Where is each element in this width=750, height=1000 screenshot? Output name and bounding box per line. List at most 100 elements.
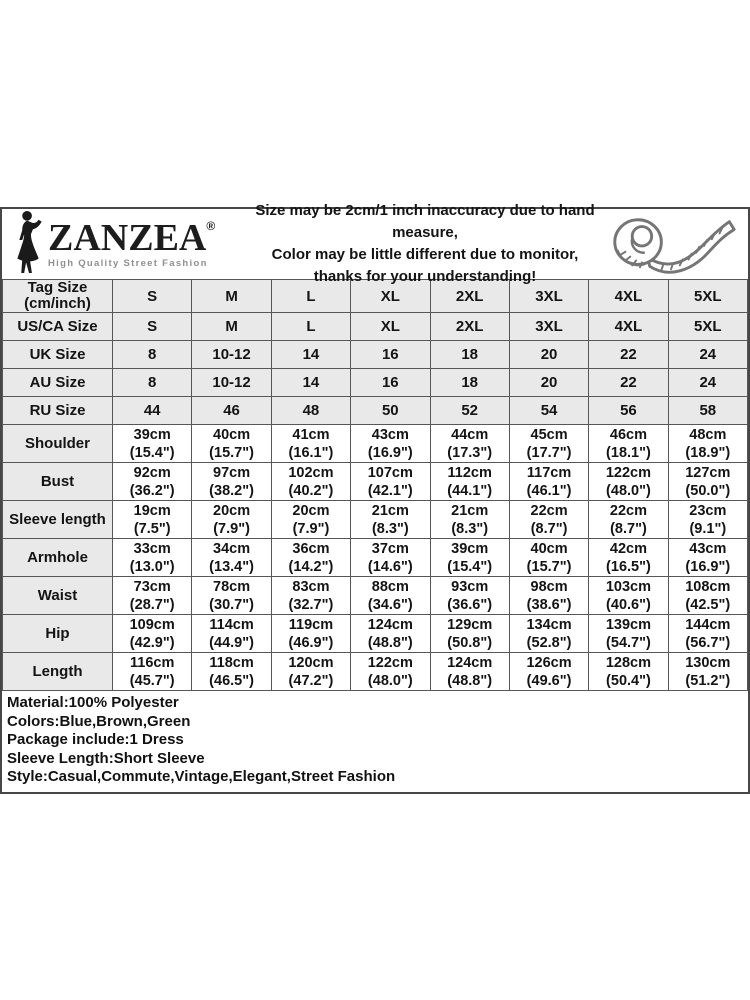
size-cell: 10-12 [191,368,272,397]
measurement-row: Length 116cm (45.7") 118cm (46.5") 120cm (47.2… [2,652,749,691]
measurement-cell: 42cm (16.5") [588,538,669,577]
size-cell: 24 [667,340,749,369]
measurement-cm: 126cm [526,654,572,671]
measurement-cell: 21cm (8.3") [350,500,431,539]
measurement-cm: 73cm [133,578,171,595]
size-system-row: Tag Size (cm/inch) S M L XL 2XL 3XL 4XL 5XL [2,279,749,313]
measurement-inch: (15.7") [526,558,572,575]
measurement-cell: 109cm (42.9") [111,614,193,653]
size-cell: 46 [191,396,272,425]
measurement-cm: 120cm [288,654,334,671]
measurement-inch: (50.0") [685,482,731,499]
size-cell: 4XL [588,279,669,313]
measurement-cm: 122cm [605,464,652,481]
row-label: Shoulder [2,424,113,463]
measurement-cell: 73cm (28.7") [111,576,193,615]
measurement-cell: 39cm (15.4") [429,538,510,577]
size-cell: S [111,312,193,341]
measurement-cell: 46cm (18.1") [588,424,669,463]
measurement-cell: 124cm (48.8") [429,652,510,691]
size-chart-table: Tag Size (cm/inch) S M L XL 2XL 3XL 4XL 5XL US/CA … [2,279,749,691]
measurement-cm: 40cm [530,540,568,557]
measurement-cm: 97cm [213,464,251,481]
measurement-inch: (56.7") [685,634,731,651]
disclaimer-line-2: Color may be little different due to mon… [271,246,579,263]
brand-logo: ZANZEA® High Quality Street Fashion [2,210,252,279]
measurement-cell: 103cm (40.6") [588,576,669,615]
measurement-cell: 40cm (15.7") [508,538,590,577]
measurement-cell: 124cm (48.8") [350,614,431,653]
measurement-cm: 88cm [371,578,409,595]
measurement-cm: 46cm [609,426,647,443]
size-cell: 16 [350,368,431,397]
measurement-inch: (48.8") [367,634,413,651]
measurement-inch: (32.7") [288,596,334,613]
measurement-inch: (13.0") [129,558,175,575]
measurement-cell: 43cm (16.9") [667,538,749,577]
measurement-inch: (14.2") [288,558,334,575]
size-cell: 10-12 [191,340,272,369]
measurement-cell: 22cm (8.7") [508,500,590,539]
measurement-cm: 127cm [685,464,731,481]
measurement-inch: (46.1") [526,482,572,499]
measurement-cm: 43cm [371,426,409,443]
measurement-cm: 19cm [133,502,171,519]
size-cell: 22 [588,368,669,397]
measurement-inch: (14.6") [367,558,413,575]
brand-text: ZANZEA® High Quality Street Fashion [48,219,215,269]
measurement-cm: 116cm [130,654,175,671]
size-cell: 52 [429,396,510,425]
measurement-cm: 22cm [530,502,568,519]
measurement-cm: 45cm [530,426,568,443]
measurement-cm: 102cm [288,464,334,481]
measurement-cell: 114cm (44.9") [191,614,272,653]
measurement-inch: (49.6") [526,672,572,689]
measurement-inch: (50.8") [447,634,493,651]
measurement-cm: 129cm [447,616,493,633]
size-cell: L [270,279,352,313]
disclaimer-line-1: Size may be 2cm/1 inch inaccuracy due to… [255,202,595,241]
woman-silhouette-icon [14,210,44,279]
measurement-cell: 48cm (18.9") [667,424,749,463]
measurement-inch: (54.7") [606,634,651,651]
measurement-cell: 37cm (14.6") [350,538,431,577]
size-cell: 20 [508,340,590,369]
measurement-cell: 21cm (8.3") [429,500,510,539]
measurement-inch: (45.7") [129,672,175,689]
size-table-body: Tag Size (cm/inch) S M L XL 2XL 3XL 4XL 5XL US/CA … [2,279,749,691]
measurement-inch: (18.9") [685,444,731,461]
measurement-inch: (7.9") [213,520,250,537]
measurement-cell: 118cm (46.5") [191,652,272,691]
measurement-cm: 124cm [367,616,413,633]
row-label: RU Size [2,396,113,425]
measurement-inch: (7.9") [292,520,330,537]
size-cell: S [111,279,193,313]
size-cell: 16 [350,340,431,369]
disclaimer-line-3: thanks for your understanding! [313,268,537,285]
measurement-inch: (40.6") [606,596,651,613]
row-label-subtext: (cm/inch) [24,295,91,312]
measurement-cell: 34cm (13.4") [191,538,272,577]
size-cell: 3XL [508,279,590,313]
size-cell: 8 [111,368,193,397]
measurement-cm: 103cm [605,578,652,595]
measurement-cell: 39cm (15.4") [111,424,193,463]
size-cell: 5XL [667,312,749,341]
measurement-inch: (13.4") [209,558,254,575]
measurement-inch: (44.9") [209,634,254,651]
measurement-inch: (15.4") [129,444,175,461]
measurement-inch: (8.7") [610,520,647,537]
row-label: Sleeve length [2,500,113,539]
measurement-cell: 20cm (7.9") [191,500,272,539]
row-label: Armhole [2,538,113,577]
row-label: Tag Size (cm/inch) [2,279,113,313]
measurement-inch: (30.7") [209,596,254,613]
measurement-cm: 109cm [129,616,175,633]
size-cell: M [191,279,272,313]
brand-name: ZANZEA [48,217,207,259]
measurement-cm: 20cm [213,502,251,519]
size-system-row: AU Size 8 10-12 14 16 18 20 22 24 [2,368,749,397]
measurement-inch: (50.4") [606,672,651,689]
measurement-cm: 22cm [609,502,647,519]
row-label: US/CA Size [2,312,113,341]
